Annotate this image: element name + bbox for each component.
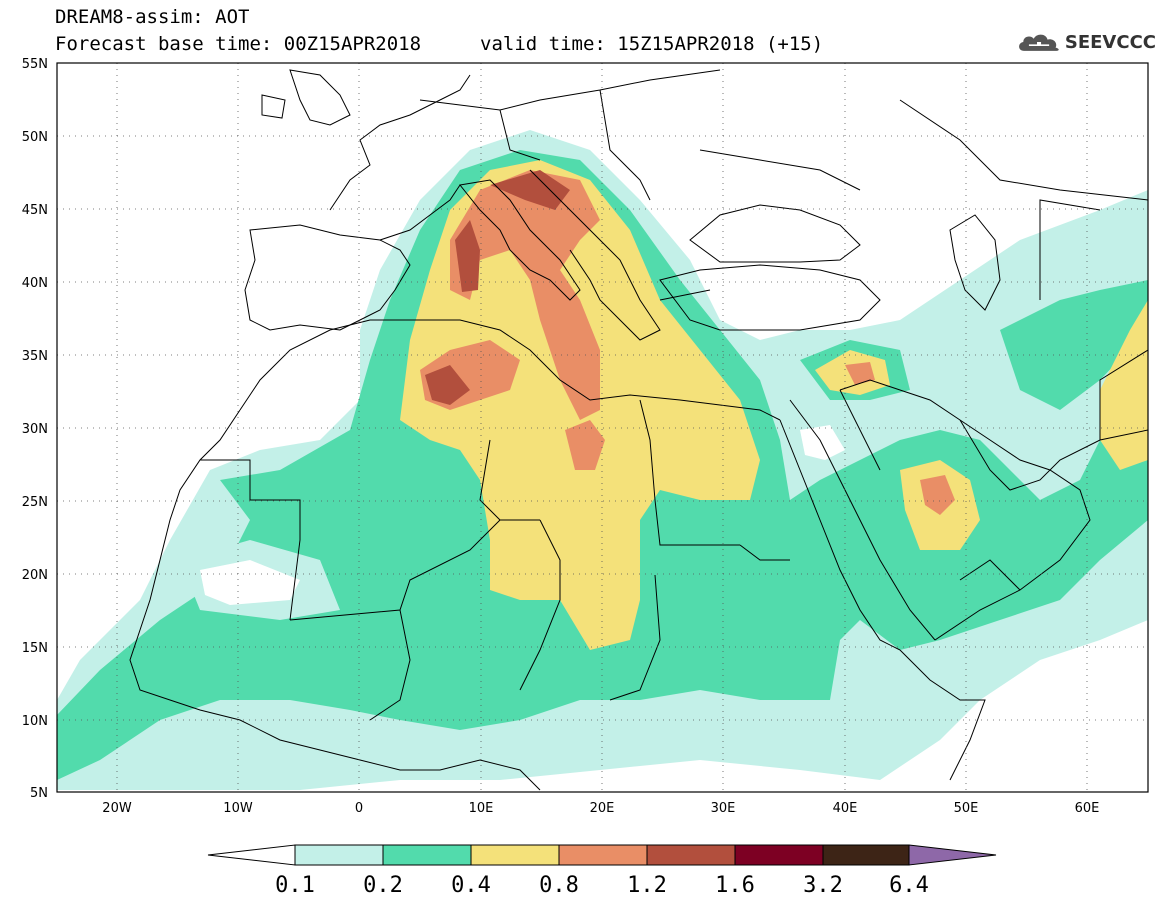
lon-label: 30E — [711, 801, 736, 816]
aot-band-0.2-iran — [1000, 280, 1148, 410]
colorbar-swatch — [382, 844, 472, 866]
map-frame — [56, 62, 1149, 793]
colorbar-min-arrow — [207, 844, 296, 866]
lat-label: 5N — [30, 786, 48, 801]
colorbar-label: 3.2 — [803, 873, 843, 898]
aot-band-1.2-tunisia — [425, 365, 470, 405]
lon-label: 10W — [223, 801, 253, 816]
lat-label: 50N — [22, 130, 48, 145]
lon-label: 60E — [1075, 801, 1100, 816]
lon-label: 10E — [469, 801, 494, 816]
aot-field — [57, 63, 1148, 792]
lat-label: 55N — [22, 57, 48, 72]
lat-label: 15N — [22, 641, 48, 656]
lon-label: 0 — [355, 801, 363, 816]
forecast-base-time: Forecast base time: 00Z15APR2018 — [55, 33, 422, 55]
colorbar-label: 0.1 — [275, 873, 315, 898]
colorbar-max-arrow — [908, 844, 997, 866]
lon-label: 20W — [102, 801, 132, 816]
aot-band-0.4-iran — [1100, 300, 1148, 470]
colorbar-label: 1.2 — [627, 873, 667, 898]
lon-axis: 20W 10W 0 10E 20E 30E 40E 50E 60E — [102, 801, 1099, 816]
colorbar-swatch — [294, 844, 384, 866]
colorbar-label: 0.4 — [451, 873, 491, 898]
aot-band-0.8-italy — [450, 170, 600, 420]
aot-band-0.8-iraq — [845, 362, 875, 385]
lon-label: 40E — [833, 801, 858, 816]
colorbar-swatch — [822, 844, 910, 866]
lat-label: 20N — [22, 568, 48, 583]
lat-label: 10N — [22, 714, 48, 729]
colorbar-swatch — [558, 844, 648, 866]
lat-label: 25N — [22, 495, 48, 510]
map-title: DREAM8-assim: AOT — [55, 6, 250, 28]
lat-axis: 55N 50N 45N 40N 35N 30N 25N 20N 15N 10N … — [22, 57, 48, 801]
colorbar-swatch — [646, 844, 736, 866]
logo-text: SEEVCCC — [1064, 31, 1156, 53]
colorbar: 0.1 0.2 0.4 0.8 1.2 1.6 3.2 6.4 — [207, 844, 997, 898]
lat-label: 35N — [22, 349, 48, 364]
valid-time: valid time: 15Z15APR2018 (+15) — [480, 33, 824, 55]
colorbar-swatch — [734, 844, 824, 866]
cloud-logo-icon — [1019, 34, 1059, 51]
colorbar-swatch — [470, 844, 560, 866]
aot-gap-mauritania-clear — [200, 560, 300, 605]
aot-band-1.2-adriatic — [490, 170, 570, 210]
seevccc-logo: SEEVCCC — [1016, 24, 1156, 60]
lon-label: 20E — [590, 801, 615, 816]
colorbar-label: 0.8 — [539, 873, 579, 898]
colorbar-label: 6.4 — [889, 873, 929, 898]
lat-label: 40N — [22, 276, 48, 291]
aot-gap-egypt-clear — [800, 425, 845, 460]
colorbar-label: 1.6 — [715, 873, 755, 898]
lat-label: 30N — [22, 422, 48, 437]
aot-band-0.8-saudi — [920, 475, 955, 515]
lat-label: 45N — [22, 203, 48, 218]
coastlines — [129, 69, 1148, 791]
lon-label: 50E — [954, 801, 979, 816]
aot-band-1.2-sardinia — [455, 220, 480, 292]
aot-band-0.8-libya — [565, 420, 605, 470]
colorbar-label: 0.2 — [363, 873, 403, 898]
